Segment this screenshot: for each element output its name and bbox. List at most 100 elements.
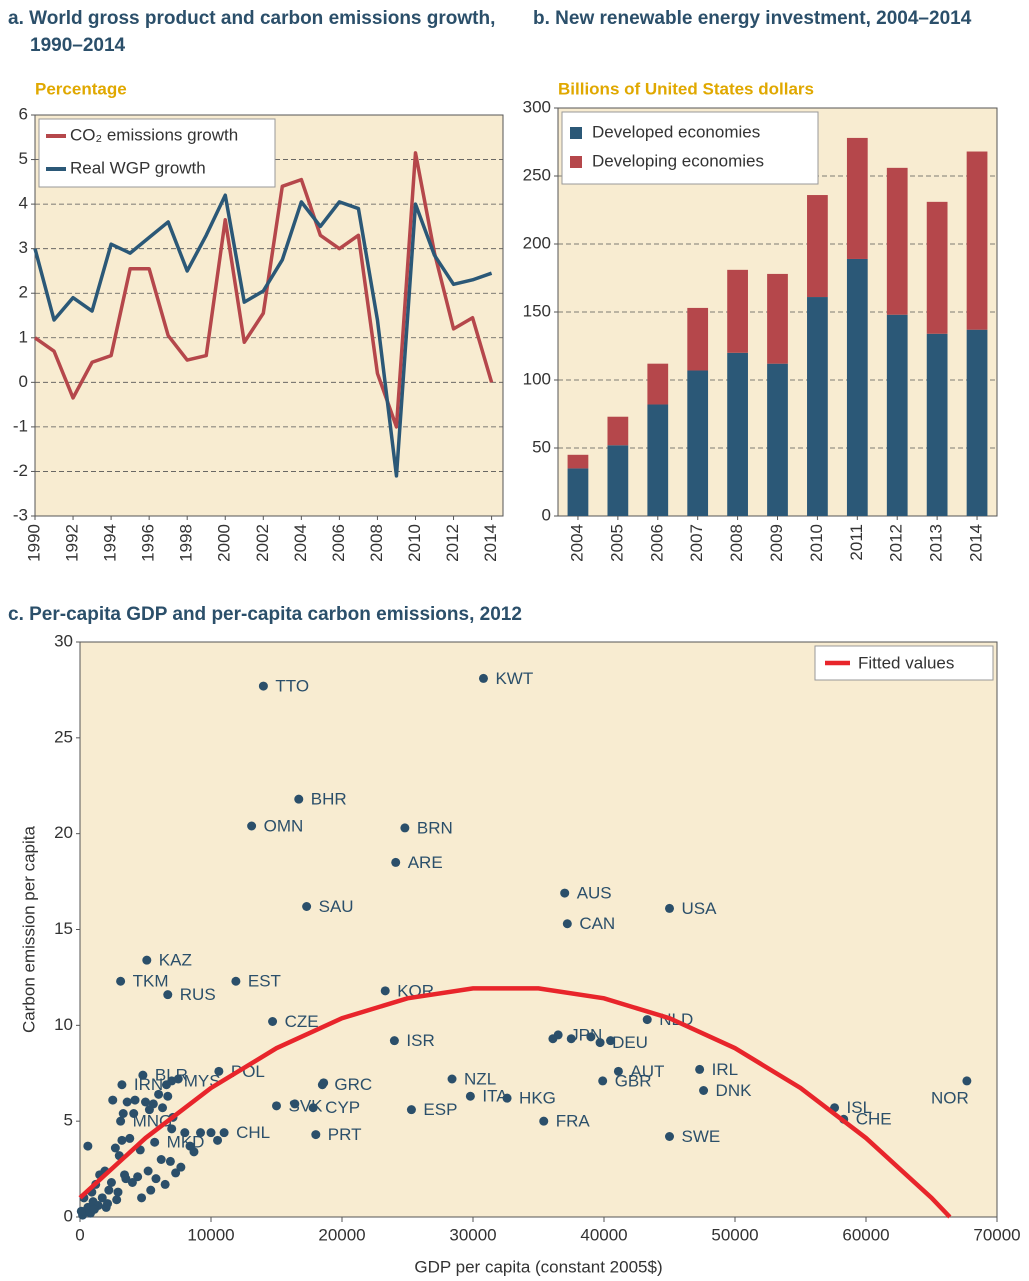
point-label: GBR	[615, 1071, 652, 1090]
scatter-point	[113, 1187, 123, 1197]
scatter-point	[447, 1074, 457, 1084]
scatter-point	[163, 990, 173, 1000]
scatter-point	[120, 1170, 130, 1180]
scatter-point	[150, 1137, 160, 1147]
y-tick-label: 200	[523, 233, 551, 252]
scatter-point	[165, 1156, 175, 1166]
y-tick-label: 5	[19, 149, 28, 168]
scatter-point	[231, 976, 241, 986]
scatter-point	[566, 1034, 576, 1044]
scatter-point	[311, 1130, 321, 1140]
point-label: SWE	[682, 1127, 721, 1146]
y-tick-label: 50	[532, 437, 551, 456]
x-tick-label: 2013	[927, 524, 946, 562]
scatter-point	[539, 1116, 549, 1126]
x-tick-label: 2008	[367, 524, 386, 562]
x-tick-label: 1994	[101, 524, 120, 562]
x-tick-label: 30000	[449, 1225, 496, 1244]
scatter-point	[665, 903, 674, 913]
bar	[767, 363, 788, 516]
x-tick-label: 10000	[187, 1225, 234, 1244]
scatter-point	[308, 1103, 318, 1113]
y-tick-label: 25	[54, 727, 73, 746]
scatter-point	[173, 1074, 183, 1084]
scatter-point	[89, 1204, 99, 1214]
scatter-point	[117, 1135, 127, 1145]
x-tick-label: 2010	[807, 524, 826, 562]
legend	[561, 111, 819, 185]
bar	[687, 307, 709, 371]
y-tick-label: -3	[13, 505, 28, 524]
scatter-point	[400, 823, 410, 833]
x-tick-label: 40000	[580, 1225, 627, 1244]
scatter-point	[319, 1078, 329, 1088]
point-label: DNK	[716, 1081, 753, 1100]
bar	[727, 269, 748, 353]
scatter-point	[122, 1097, 132, 1107]
point-label: MKD	[167, 1133, 205, 1152]
y-axis-unit: Billions of United States dollars	[558, 79, 814, 98]
y-tick-label: 30	[54, 631, 73, 650]
y-tick-label: -1	[13, 416, 28, 435]
x-tick-label: 1996	[139, 524, 158, 562]
scatter-point	[502, 1093, 512, 1103]
y-tick-label: 5	[64, 1111, 73, 1130]
scatter-point	[137, 1193, 147, 1203]
scatter-point	[478, 673, 488, 683]
bar	[567, 468, 589, 516]
scatter-point	[642, 1015, 652, 1025]
scatter-point	[302, 902, 312, 911]
point-label: CZE	[285, 1012, 319, 1031]
point-label: CHL	[236, 1123, 270, 1142]
y-tick-label: 3	[19, 238, 28, 257]
x-tick-label: 2007	[687, 524, 706, 562]
bar	[846, 258, 868, 516]
legend-label: Developing economies	[592, 151, 764, 170]
x-tick-label: 60000	[842, 1225, 889, 1244]
scatter-point	[160, 1179, 170, 1189]
x-tick-label: 2014	[481, 524, 500, 562]
point-label: AUT	[630, 1062, 664, 1081]
point-label: ISR	[406, 1031, 434, 1050]
scatter-point	[406, 1105, 416, 1115]
bar	[886, 167, 908, 315]
scatter-point	[665, 1132, 674, 1141]
x-tick-label: 1990	[24, 524, 43, 562]
scatter-point	[294, 794, 304, 804]
fitted-line	[78, 986, 952, 1219]
point-label: ARE	[408, 853, 443, 872]
scatter-point	[606, 1036, 616, 1046]
scatter-point	[598, 1076, 608, 1086]
scatter-point	[97, 1193, 107, 1203]
scatter-point	[268, 1017, 278, 1026]
scatter-point	[112, 1195, 122, 1205]
point-label: TKM	[133, 972, 169, 991]
scatter-point	[171, 1168, 181, 1178]
scatter-point	[125, 1133, 135, 1143]
scatter-point	[118, 1109, 128, 1118]
bar	[926, 201, 948, 334]
point-label: ITA	[482, 1087, 508, 1106]
y-tick-label: 0	[542, 505, 551, 524]
scatter-point	[272, 1101, 281, 1111]
scatter-point	[158, 1103, 168, 1113]
x-tick-label: 2005	[607, 524, 626, 562]
y-tick-label: -2	[13, 461, 28, 480]
scatter-point	[213, 1135, 223, 1145]
scatter-point	[699, 1086, 709, 1095]
scatter-point	[562, 919, 572, 929]
scatter-point	[106, 1178, 116, 1187]
legend-label: CO₂ emissions growth	[70, 125, 238, 144]
scatter-point	[151, 1174, 161, 1184]
x-tick-label: 2006	[329, 524, 348, 562]
x-tick-label: 0	[75, 1225, 84, 1244]
scatter-point	[586, 1032, 596, 1042]
x-tick-label: 2010	[405, 524, 424, 562]
scatter-point	[962, 1076, 972, 1086]
scatter-point	[613, 1066, 623, 1076]
point-label: ISL	[847, 1098, 873, 1117]
bar	[966, 151, 988, 330]
chart-title: c. Per-capita GDP and per-capita carbon …	[8, 604, 522, 625]
y-tick-label: 15	[54, 919, 73, 938]
